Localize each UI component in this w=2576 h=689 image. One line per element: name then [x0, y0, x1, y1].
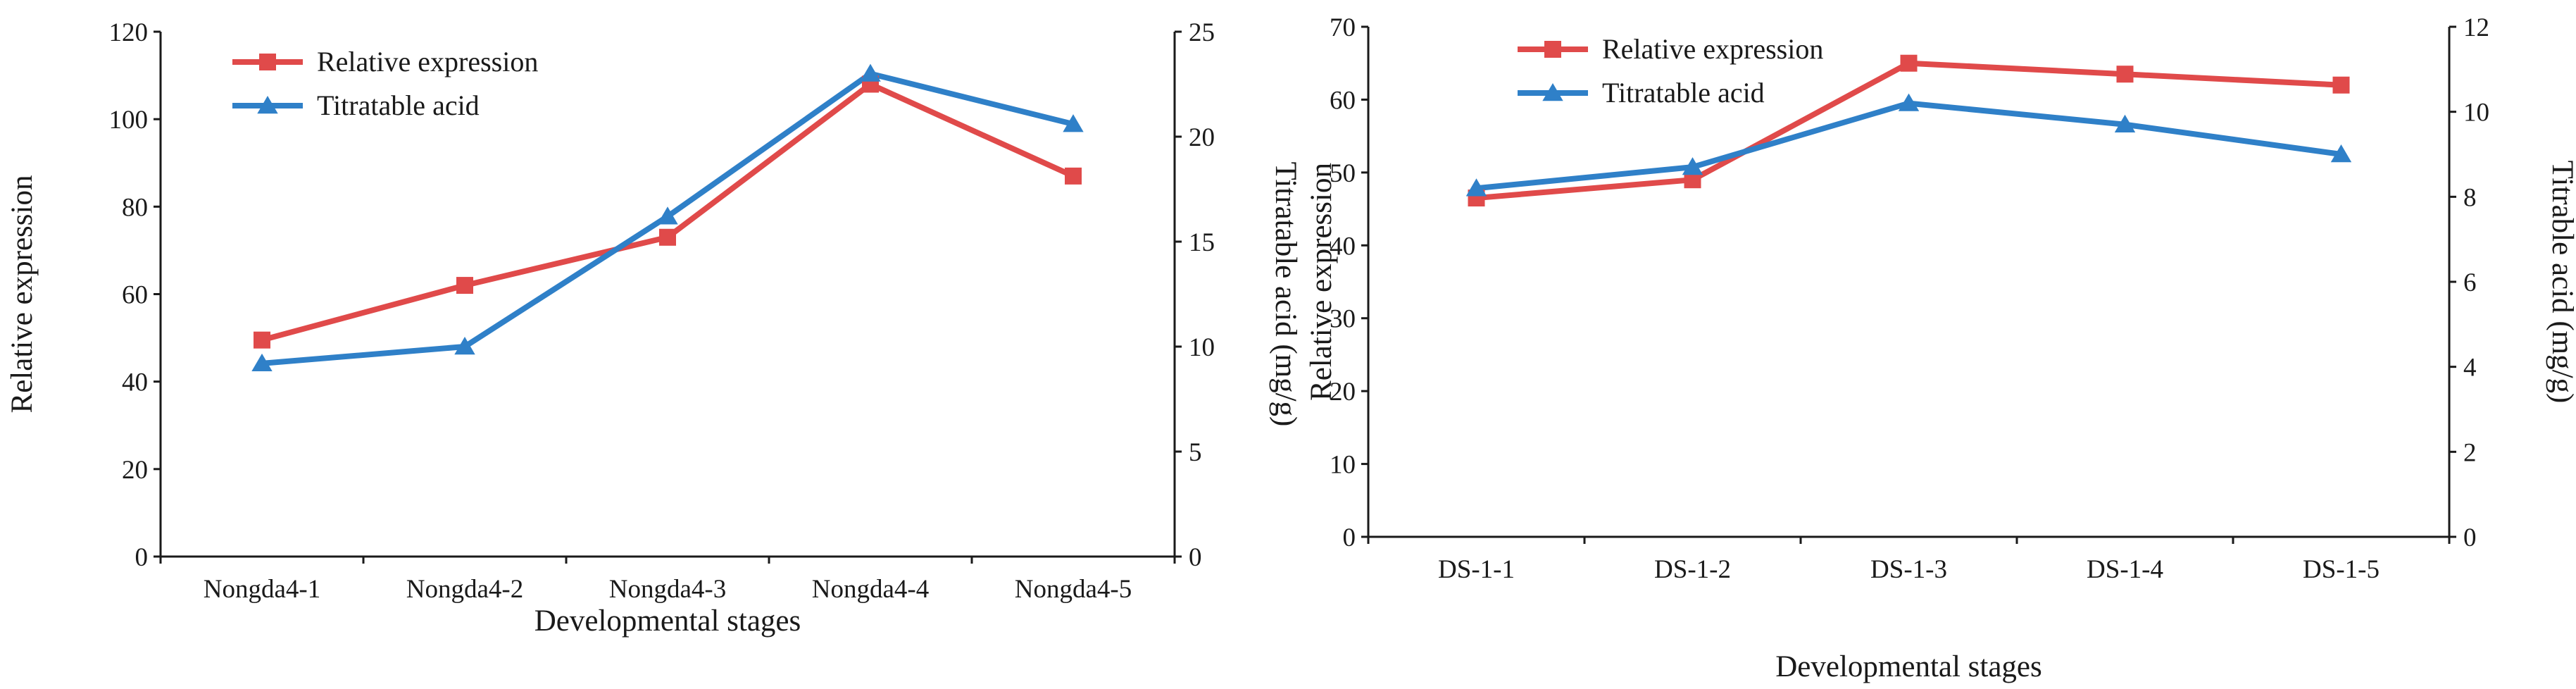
point-titratable-acid-nongda4-2 [454, 337, 475, 355]
point-titratable-acid-nongda4-3 [657, 206, 678, 225]
right-y-tick-label: 5 [1189, 438, 1202, 467]
x-tick-label-nongda4-1: Nongda4-1 [204, 575, 320, 604]
point-relative-expression-ds-1-4 [2116, 66, 2134, 83]
left-y-tick-label: 80 [122, 193, 148, 222]
right-y-tick-label: 0 [1189, 543, 1202, 572]
x-ticks: Nongda4-1 Nongda4-2 Nongda4-3 Nongda4-4 Nong… [159, 557, 1176, 604]
series-markers [251, 63, 1084, 372]
point-relative-expression-nongda4-2 [456, 277, 473, 294]
legend-label-relative-expression: Relative expression [1602, 33, 1823, 65]
x-tick-label-nongda4-5: Nongda4-5 [1015, 575, 1132, 604]
left-y-tick-label: 40 [1330, 232, 1356, 261]
legend-label-titratable-acid: Titratable acid [317, 89, 480, 121]
x-tick-label-nongda4-4: Nongda4-4 [812, 575, 929, 604]
legend-label-relative-expression: Relative expression [317, 46, 538, 77]
legend: Relative expression Titratable acid [232, 46, 538, 121]
left-y-tick-label: 30 [1330, 305, 1356, 334]
series-line-titratable-acid [1476, 100, 2342, 192]
left-y-tick-label: 50 [1330, 159, 1356, 188]
right-y-tick-label: 10 [1189, 333, 1215, 362]
right-y-tick-label: 12 [2463, 13, 2489, 42]
point-titratable-acid-ds-1-4 [2114, 114, 2136, 132]
right-y-tick-label: 0 [2463, 523, 2477, 552]
point-titratable-acid-nongda4-4 [860, 63, 881, 82]
left-y-axis-title: Relative expression [6, 175, 39, 414]
left-y-tick-label: 60 [122, 281, 148, 310]
right-y-tick-label: 10 [2463, 99, 2489, 128]
left-y-tick-label: 0 [1343, 523, 1356, 552]
point-relative-expression-ds-1-5 [2332, 76, 2350, 94]
point-relative-expression-ds-1-3 [1900, 54, 1918, 72]
point-titratable-acid-nongda4-1 [251, 353, 273, 372]
left-y-tick-label: 20 [1330, 378, 1356, 406]
x-tick-label-nongda4-3: Nongda4-3 [609, 575, 726, 604]
series-markers [1465, 54, 2352, 207]
left-y-tick-label: 70 [1330, 13, 1356, 42]
x-axis-title: Developmental stages [1775, 650, 2042, 683]
legend: Relative expression Titratable acid [1518, 33, 1823, 108]
point-titratable-acid-ds-1-3 [1898, 93, 1920, 111]
left-y-ticks: 0 20 40 60 80 100 120 [109, 18, 161, 572]
x-tick-label-ds-1-3: DS-1-3 [1870, 555, 1947, 584]
right-y-tick-label: 4 [2463, 354, 2477, 383]
legend-marker-relative-expression [259, 54, 276, 70]
legend-marker-relative-expression [1544, 41, 1561, 58]
legend-marker-titratable-acid [257, 96, 278, 114]
right-y-tick-label: 8 [2463, 183, 2477, 212]
left-y-tick-label: 20 [122, 456, 148, 485]
left-y-tick-label: 0 [135, 543, 149, 572]
right-y-tick-label: 20 [1189, 123, 1215, 152]
left-y-tick-label: 100 [109, 106, 149, 135]
right-y-ticks: 0 5 10 15 20 25 [1175, 18, 1215, 572]
right-y-tick-label: 6 [2463, 268, 2477, 297]
x-tick-label-nongda4-2: Nongda4-2 [406, 575, 523, 604]
left-y-ticks: 0 10 20 30 40 50 60 70 [1330, 13, 1368, 552]
point-titratable-acid-nongda4-5 [1063, 114, 1084, 132]
legend-marker-titratable-acid [1542, 83, 1563, 101]
x-ticks: DS-1-1 DS-1-2 DS-1-3 DS-1-4 DS-1-5 [1367, 537, 2451, 584]
right-y-axis-title: Titratable acid (mg/g) [1269, 162, 1302, 427]
right-y-tick-label: 15 [1189, 228, 1215, 257]
point-relative-expression-nongda4-1 [254, 331, 270, 349]
x-tick-label-ds-1-5: DS-1-5 [2303, 555, 2380, 584]
legend-label-titratable-acid: Titratable acid [1602, 77, 1765, 108]
x-axis-title: Developmental stages [534, 604, 801, 638]
right-y-tick-label: 25 [1189, 18, 1215, 47]
point-titratable-acid-ds-1-5 [2330, 144, 2352, 163]
x-tick-label-ds-1-4: DS-1-4 [2087, 555, 2163, 584]
x-tick-label-ds-1-2: DS-1-2 [1654, 555, 1731, 584]
left-y-tick-label: 10 [1330, 451, 1356, 480]
x-tick-label-ds-1-1: DS-1-1 [1438, 555, 1515, 584]
right-y-tick-label: 2 [2463, 438, 2477, 467]
point-titratable-acid-ds-1-1 [1465, 178, 1487, 197]
left-y-tick-label: 120 [109, 18, 149, 47]
right-y-ticks: 0 2 4 6 8 10 12 [2449, 13, 2489, 552]
point-relative-expression-nongda4-5 [1065, 167, 1082, 185]
left-y-tick-label: 60 [1330, 86, 1356, 115]
left-y-tick-label: 40 [122, 368, 148, 397]
left-y-axis-title: Relative expression [1305, 163, 1338, 401]
point-relative-expression-nongda4-3 [659, 228, 676, 246]
point-titratable-acid-ds-1-2 [1682, 157, 1703, 175]
right-y-axis-title: Titrable acid (mg/g) [2546, 161, 2576, 404]
